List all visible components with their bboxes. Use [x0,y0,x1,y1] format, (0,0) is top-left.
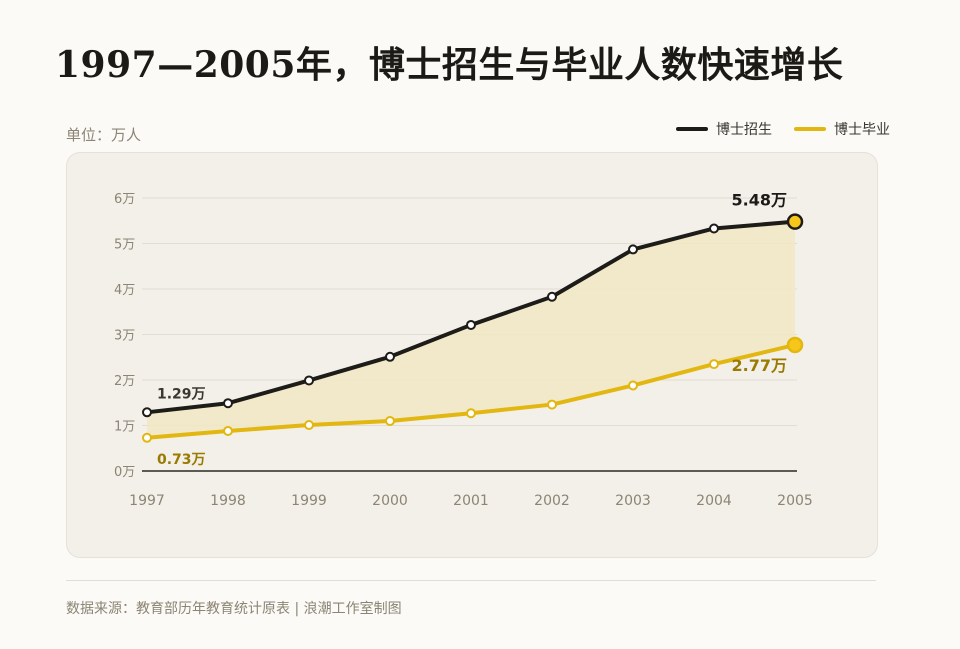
legend-label-graduate: 博士毕业 [834,122,890,138]
data-label-enroll: 1.29万 [157,386,206,402]
y-tick-label: 4万 [114,283,135,298]
source-note: 数据来源：教育部历年教育统计原表 | 浪潮工作室制图 [66,601,402,617]
x-tick-label: 2004 [696,493,732,509]
legend-item-graduate: 博士毕业 [794,119,890,139]
chart-panel: 0万 1万 2万 3万 4万 5万 6万 1997 1998 1999 2000 2001 2002 20… [66,152,878,558]
y-tick-label: 6万 [114,192,135,207]
data-point-enroll [304,375,314,386]
x-tick-label: 2005 [777,493,813,509]
y-tick-label: 3万 [114,329,135,344]
data-point-graduate [142,432,152,443]
legend-swatch-graduate [794,127,826,131]
x-tick-label: 1997 [129,493,165,509]
footer-divider [66,580,876,581]
y-tick-label: 5万 [114,238,135,253]
data-point-enroll [385,351,395,362]
x-tick-label: 1998 [210,493,246,509]
data-point-graduate [385,415,395,426]
x-tick-label: 2003 [615,493,651,509]
legend-item-enroll: 博士招生 [676,119,772,139]
y-tick-label: 0万 [114,465,135,480]
legend-swatch-enroll [676,127,708,131]
data-label-graduate: 2.77万 [732,356,787,375]
data-point-graduate [628,380,638,391]
data-point-graduate [547,399,557,410]
data-point-enroll [223,398,233,409]
data-point-enroll [466,319,476,330]
data-label-graduate: 0.73万 [157,452,206,468]
data-point-enroll [786,213,804,230]
data-label-enroll: 5.48万 [732,191,787,210]
data-point-enroll [709,223,719,234]
chart-title: 1997—2005年，博士招生与毕业人数快速增长 [55,44,844,86]
data-point-enroll [628,244,638,255]
x-tick-label: 2002 [534,493,570,509]
data-point-graduate [304,420,314,431]
data-point-graduate [466,408,476,419]
data-point-graduate [709,359,719,370]
legend: 博士招生 博士毕业 [676,119,890,139]
data-point-graduate [786,336,804,354]
unit-label: 单位：万人 [66,126,142,144]
legend-label-enroll: 博士招生 [716,122,772,138]
data-point-enroll [547,291,557,302]
y-tick-label: 2万 [114,374,135,389]
data-point-enroll [142,407,152,418]
x-tick-label: 1999 [291,493,327,509]
line-chart: 0万 1万 2万 3万 4万 5万 6万 1997 1998 1999 2000 2001 2002 20… [114,191,813,509]
x-tick-label: 2001 [453,493,489,509]
data-point-graduate [223,425,233,436]
x-tick-label: 2000 [372,493,408,509]
y-tick-label: 1万 [114,420,135,435]
